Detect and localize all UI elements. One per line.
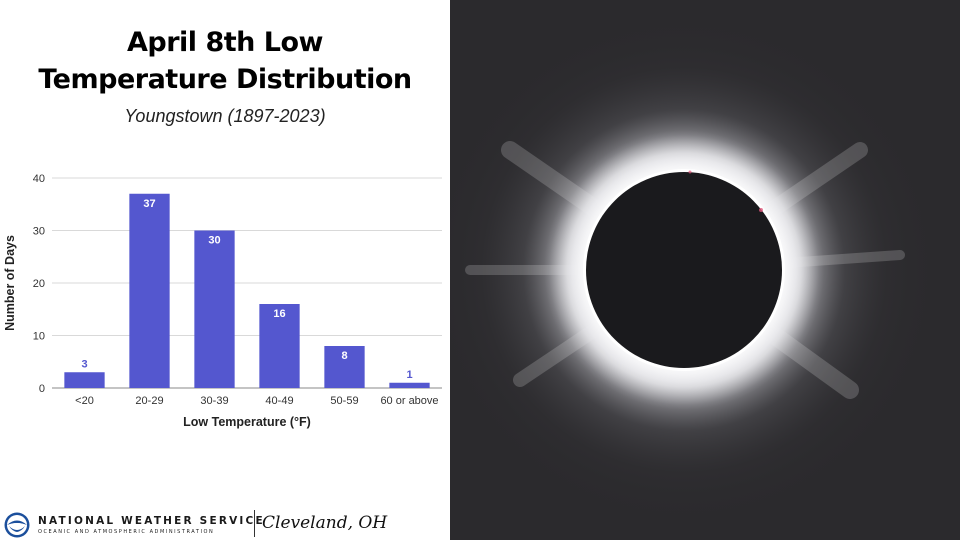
bars (64, 193, 430, 388)
bar (64, 372, 105, 388)
bar-chart: 0 10 20 30 40 3 37 30 16 8 1 <20 20-29 30-39 40-49 50… (3, 173, 442, 429)
x-tick-label: 20-29 (135, 395, 163, 407)
solar-prominence (688, 170, 692, 174)
x-tick-label: 30-39 (200, 395, 228, 407)
data-label: 1 (406, 369, 412, 381)
chart-panel: April 8th Low Temperature Distribution Y… (0, 0, 450, 540)
bar (389, 382, 430, 388)
solar-prominence (759, 208, 763, 212)
footer-divider (254, 510, 255, 537)
data-label: 16 (273, 308, 285, 320)
x-tick-label: 50-59 (330, 395, 358, 407)
footer: NATIONAL WEATHER SERVICE OCEANIC AND ATM… (4, 508, 444, 540)
y-tick-label: 0 (39, 383, 45, 395)
title-line-1: April 8th Low (127, 27, 323, 58)
bar (129, 193, 170, 388)
moon-disk (586, 172, 782, 368)
data-label: 37 (143, 198, 155, 210)
x-tick-label: 60 or above (380, 395, 438, 407)
org-name: NATIONAL WEATHER SERVICE (38, 515, 265, 527)
data-label: 30 (208, 235, 220, 247)
eclipse-image (450, 0, 960, 540)
y-axis-title: Number of Days (3, 235, 17, 331)
data-label: 8 (341, 350, 347, 362)
x-tick-labels: <20 20-29 30-39 40-49 50-59 60 or above (75, 395, 438, 407)
bar (194, 230, 235, 388)
bar (259, 304, 300, 388)
data-label: 3 (81, 358, 87, 370)
y-tick-labels: 0 10 20 30 40 (33, 173, 45, 395)
eclipse-photo (450, 0, 960, 540)
x-tick-label: <20 (75, 395, 94, 407)
subtitle: Youngstown (1897-2023) (124, 106, 326, 126)
y-tick-label: 20 (33, 278, 45, 290)
page-title: April 8th Low Temperature Distribution (0, 24, 450, 98)
x-axis-title: Low Temperature (°F) (183, 415, 311, 429)
y-tick-label: 30 (33, 226, 45, 238)
y-tick-label: 10 (33, 331, 45, 343)
gridlines (52, 177, 442, 389)
bar (324, 346, 365, 388)
office-name: Cleveland, OH (262, 513, 388, 533)
y-tick-label: 40 (33, 173, 45, 185)
org-subtitle: OCEANIC AND ATMOSPHERIC ADMINISTRATION (38, 529, 215, 535)
data-labels: 3 37 30 16 8 1 (81, 198, 412, 381)
x-tick-label: 40-49 (265, 395, 293, 407)
noaa-logo-icon (4, 512, 30, 538)
title-line-2: Temperature Distribution (38, 64, 412, 95)
